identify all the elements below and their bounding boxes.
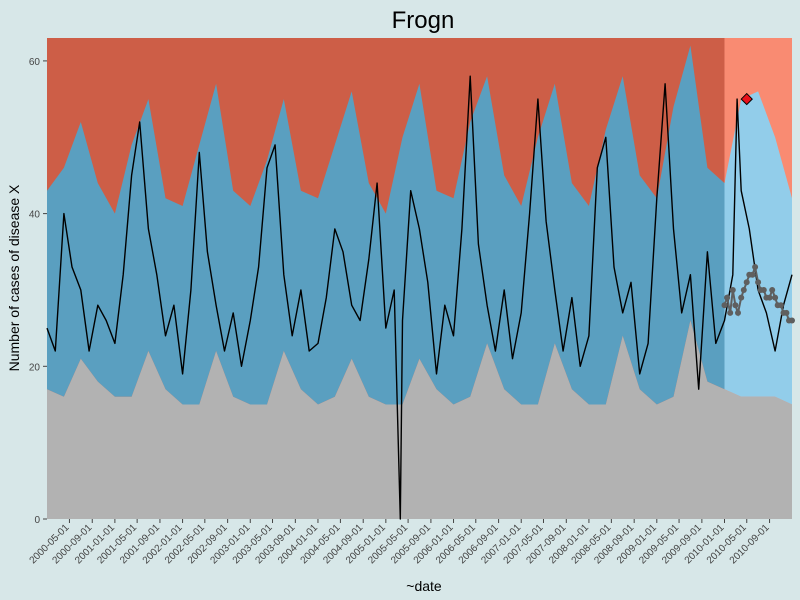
baseline-point [738,294,745,301]
y-axis-title: Number of cases of disease X [6,184,22,371]
band-normal [47,45,725,405]
baseline-point [755,279,762,286]
baseline-point [769,287,776,293]
y-tick-label: 60 [29,57,41,68]
observed-series-line [46,75,793,520]
baseline-point [743,279,750,286]
band-normal-forecast [724,91,792,405]
baseline-point [740,287,747,293]
baseline-point [772,294,779,301]
baseline-point [724,294,731,301]
band-low [47,320,792,519]
y-tick-label: 0 [34,515,40,526]
alert-point [740,92,753,106]
baseline-point [727,309,734,316]
baseline-point [721,302,728,309]
baseline-point [752,264,759,270]
baseline-point [789,317,795,324]
baseline-point [760,287,767,293]
baseline-point [766,294,773,301]
baseline-point [735,309,741,316]
baseline-point [783,309,790,316]
baseline-point [749,271,756,278]
baseline-point [777,302,784,309]
baseline-point [729,287,736,293]
y-tick-label: 40 [29,210,41,221]
plot-area [46,38,795,520]
y-tick-label: 20 [29,362,41,373]
x-axis: 2000-05-012000-09-012001-01-012001-05-01… [28,519,772,566]
x-axis-title: ~date [406,578,442,594]
y-axis: 0 20 40 60 [29,57,47,526]
chart-title: Frogn [392,7,455,34]
baseline-point [732,302,739,309]
